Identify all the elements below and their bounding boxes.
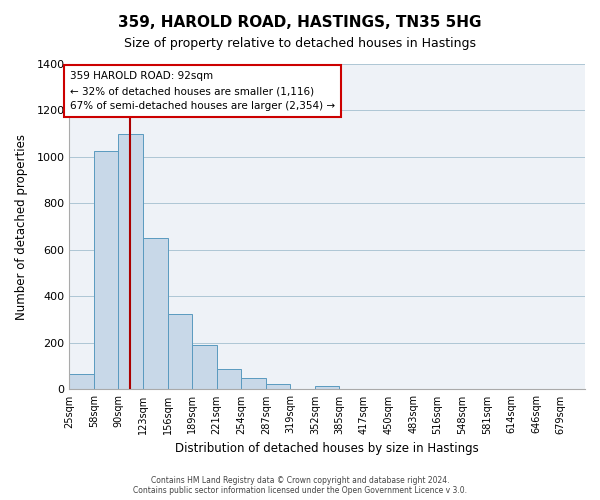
Text: 359 HAROLD ROAD: 92sqm
← 32% of detached houses are smaller (1,116)
67% of semi-: 359 HAROLD ROAD: 92sqm ← 32% of detached… (70, 72, 335, 111)
Y-axis label: Number of detached properties: Number of detached properties (15, 134, 28, 320)
Bar (266, 384, 290, 390)
Bar (217, 368, 241, 390)
Text: Contains HM Land Registry data © Crown copyright and database right 2024.
Contai: Contains HM Land Registry data © Crown c… (133, 476, 467, 495)
Bar (192, 346, 217, 390)
Bar (143, 238, 167, 390)
Bar (315, 386, 340, 390)
X-axis label: Distribution of detached houses by size in Hastings: Distribution of detached houses by size … (175, 442, 479, 455)
Bar (70, 374, 94, 390)
Bar (167, 314, 192, 390)
Bar (118, 134, 143, 390)
Text: 359, HAROLD ROAD, HASTINGS, TN35 5HG: 359, HAROLD ROAD, HASTINGS, TN35 5HG (118, 15, 482, 30)
Bar (241, 378, 266, 390)
Bar (94, 151, 118, 390)
Text: Size of property relative to detached houses in Hastings: Size of property relative to detached ho… (124, 38, 476, 51)
